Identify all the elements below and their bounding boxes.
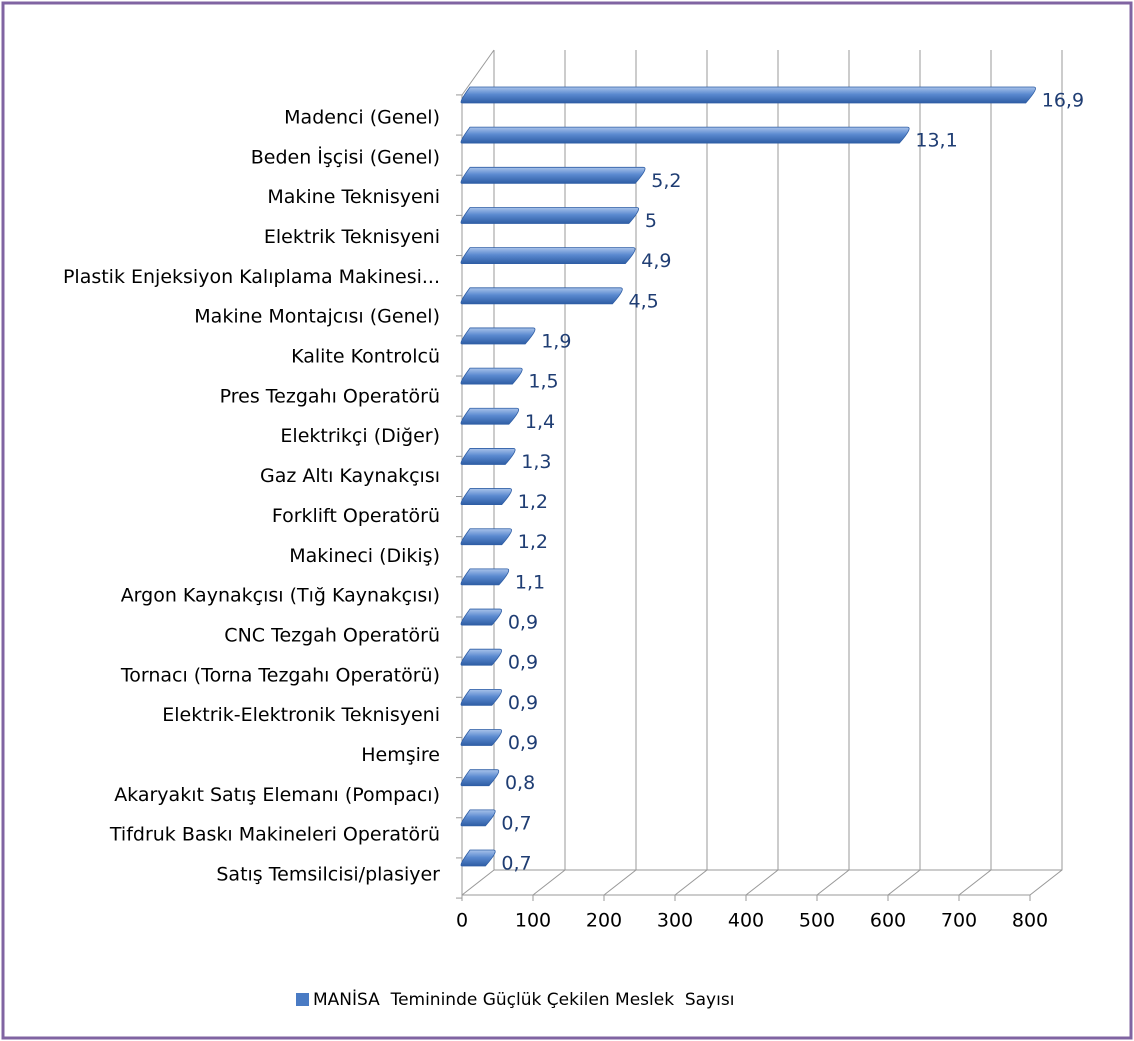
y-tick-label: Tornacı (Torna Tezgahı Operatörü) <box>120 664 440 686</box>
x-tick-label: 300 <box>657 910 693 932</box>
data-label: 5,2 <box>651 170 681 192</box>
x-tick-label: 100 <box>515 910 551 932</box>
y-tick-label: Hemşire <box>361 744 440 766</box>
bar <box>460 568 510 586</box>
y-tick-label: Gaz Altı Kaynakçısı <box>260 465 440 487</box>
grid-line <box>603 50 637 896</box>
y-tick-label: Makineci (Dikiş) <box>289 545 440 567</box>
data-label: 16,9 <box>1042 90 1084 112</box>
x-tick-label: 200 <box>586 910 622 932</box>
y-tick-label: Elektrik-Elektronik Teknisyeni <box>162 704 440 726</box>
bar <box>460 648 502 666</box>
grid-line <box>461 50 495 896</box>
data-label: 4,5 <box>629 290 659 312</box>
bar <box>460 367 523 385</box>
y-tick-label: Pres Tezgahı Operatörü <box>220 385 440 407</box>
data-label: 1,1 <box>515 571 545 593</box>
data-label: 1,9 <box>541 330 571 352</box>
data-label: 0,8 <box>505 772 535 794</box>
grid-line <box>887 50 921 896</box>
bar <box>460 528 512 546</box>
data-label: 1,5 <box>528 371 558 393</box>
grid-line <box>816 50 850 896</box>
bar <box>460 688 502 706</box>
data-label: 4,9 <box>641 250 671 272</box>
data-label: 13,1 <box>915 130 957 152</box>
bar <box>460 448 516 465</box>
x-tick-label: 500 <box>799 910 835 932</box>
data-label: 1,2 <box>518 491 548 513</box>
y-tick-label: Plastik Enjeksiyon Kalıplama Makinesi... <box>63 266 440 288</box>
y-tick-label: Kalite Kontrolcü <box>291 346 440 368</box>
bar <box>460 608 502 626</box>
bar <box>460 166 646 184</box>
grid-line <box>1029 50 1063 896</box>
x-tick-label: 400 <box>728 910 764 932</box>
bar <box>460 849 496 867</box>
y-tick-label: Argon Kaynakçısı (Tığ Kaynakçısı) <box>121 585 440 607</box>
x-tick-label: 800 <box>1012 910 1048 932</box>
y-tick-label: Makine Montajcısı (Genel) <box>194 306 440 328</box>
y-tick-label: Makine Teknisyeni <box>267 186 440 208</box>
bar <box>460 809 496 827</box>
bar <box>460 247 636 265</box>
legend-label: MANİSA Temininde Güçlük Çekilen Meslek S… <box>313 989 734 1010</box>
y-tick-label: Tifdruk Baskı Makineleri Operatörü <box>109 824 440 846</box>
y-tick-label: Forklift Operatörü <box>272 505 440 527</box>
grid-line <box>745 50 779 896</box>
data-label: 0,7 <box>501 853 531 875</box>
legend-swatch <box>296 993 309 1006</box>
grid-line <box>532 50 566 896</box>
data-label: 1,4 <box>525 411 555 433</box>
data-label: 1,2 <box>518 531 548 553</box>
y-tick-label: Akaryakıt Satış Elemanı (Pompacı) <box>114 784 440 806</box>
y-tick-label: Elektrik Teknisyeni <box>264 226 440 248</box>
data-label: 1,3 <box>521 451 551 473</box>
x-tick-label: 600 <box>870 910 906 932</box>
bar <box>460 207 639 224</box>
x-tick-label: 700 <box>941 910 977 932</box>
bar <box>460 407 520 425</box>
y-tick-label: Madenci (Genel) <box>284 107 440 129</box>
y-tick-label: Beden İşçisi (Genel) <box>251 145 440 168</box>
bar <box>460 287 623 305</box>
grid-line <box>958 50 992 896</box>
data-label: 0,7 <box>501 812 531 834</box>
bar <box>460 327 536 345</box>
data-label: 5 <box>645 210 657 232</box>
y-tick-label: CNC Tezgah Operatörü <box>224 624 440 646</box>
bar <box>460 86 1036 104</box>
bar <box>460 729 502 746</box>
grid-line <box>674 50 708 896</box>
data-label: 0,9 <box>508 612 538 634</box>
y-tick-label: Elektrikçi (Diğer) <box>280 425 440 447</box>
y-tick-label: Satış Temsilcisi/plasiyer <box>216 864 440 886</box>
data-label: 0,9 <box>508 652 538 674</box>
data-label: 0,9 <box>508 692 538 714</box>
x-tick-label: 0 <box>456 910 468 932</box>
axis-left-top <box>461 49 495 96</box>
bar <box>460 126 910 144</box>
bar <box>460 488 512 505</box>
bar <box>460 769 500 787</box>
data-label: 0,9 <box>508 732 538 754</box>
